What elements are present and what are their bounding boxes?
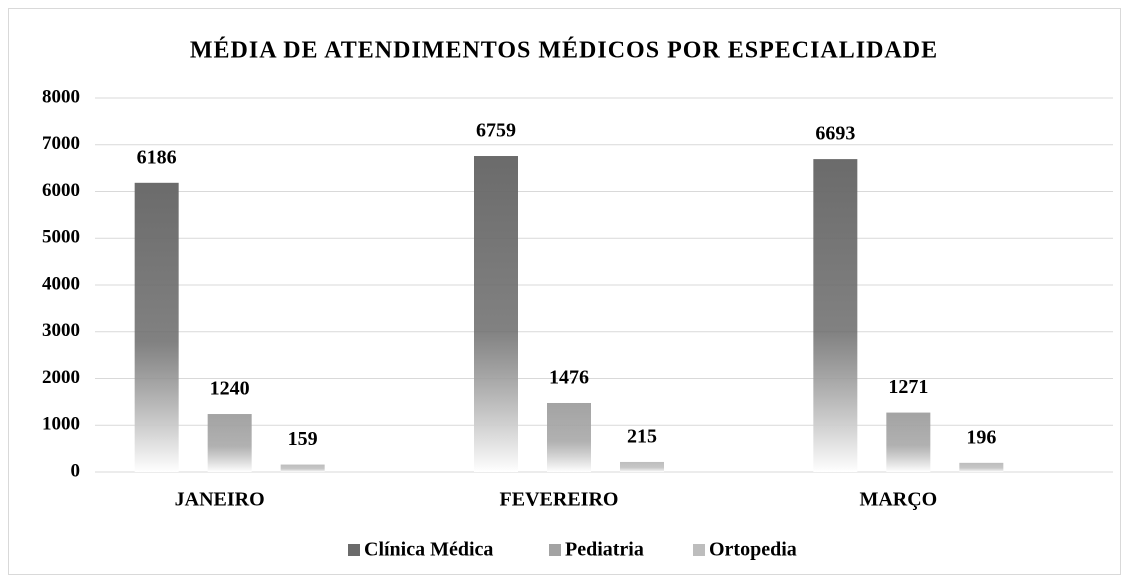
bar (207, 414, 252, 472)
bar (959, 462, 1004, 472)
y-tick-label: 7000 (42, 133, 80, 154)
y-tick-label: 4000 (42, 273, 80, 294)
bar (620, 461, 664, 472)
legend-label: Ortopedia (709, 539, 797, 561)
bar (886, 412, 931, 472)
y-tick-label: 3000 (42, 320, 80, 341)
data-label: 159 (288, 428, 318, 450)
x-tick-label: FEVEREIRO (500, 489, 619, 511)
bar (134, 182, 179, 472)
y-tick-label: 1000 (42, 414, 80, 435)
bar (280, 464, 325, 472)
legend-swatch (348, 544, 360, 556)
data-label: 6693 (815, 123, 855, 145)
chart-border (8, 8, 1121, 575)
legend-label: Clínica Médica (364, 539, 493, 561)
bar (547, 402, 591, 472)
data-label: 1476 (549, 367, 589, 389)
y-tick-label: 0 (71, 460, 81, 481)
data-label: 6759 (476, 120, 516, 142)
data-label: 215 (627, 426, 657, 448)
bar (474, 156, 518, 472)
bar (813, 159, 858, 473)
y-tick-label: 6000 (42, 180, 80, 201)
legend-swatch (549, 544, 561, 556)
data-label: 196 (966, 426, 996, 448)
chart-title: MÉDIA DE ATENDIMENTOS MÉDICOS POR ESPECI… (190, 38, 938, 64)
legend-label: Pediatria (565, 539, 644, 561)
data-label: 6186 (137, 146, 177, 168)
data-label: 1271 (888, 376, 928, 398)
x-tick-label: JANEIRO (175, 489, 265, 511)
data-label: 1240 (210, 378, 250, 400)
y-tick-label: 8000 (42, 86, 80, 107)
y-tick-label: 2000 (42, 367, 80, 388)
y-tick-label: 5000 (42, 227, 80, 248)
x-tick-label: MARÇO (859, 489, 937, 511)
legend-swatch (693, 544, 705, 556)
